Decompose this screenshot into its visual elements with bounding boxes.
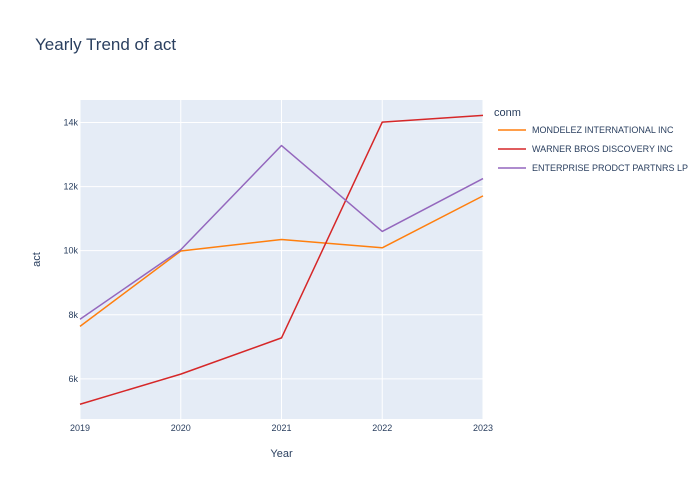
y-tick-label: 6k [68, 374, 78, 384]
y-tick-label: 14k [63, 117, 78, 127]
legend-item[interactable]: ENTERPRISE PRODCT PARTNRS LP [498, 163, 688, 173]
series-line-enterprise-prodct-partnrs-lp[interactable] [79, 144, 484, 320]
data-point-warner-bros-discovery-inc[interactable] [77, 401, 83, 407]
y-axis-ticks: 6k 8k 10k 12k 14k [63, 117, 78, 383]
y-tick-label: 12k [63, 182, 78, 192]
chart-title: Yearly Trend of act [35, 35, 176, 54]
legend-label: MONDELEZ INTERNATIONAL INC [532, 125, 674, 135]
series-line-warner-bros-discovery-inc[interactable] [79, 114, 484, 405]
legend-item[interactable]: MONDELEZ INTERNATIONAL INC [498, 125, 674, 135]
legend-label: WARNER BROS DISCOVERY INC [532, 144, 673, 154]
data-point-warner-bros-discovery-inc[interactable] [480, 112, 486, 118]
data-point-mondelez-international-inc[interactable] [77, 323, 83, 329]
data-point-enterprise-prodct-partnrs-lp[interactable] [480, 176, 486, 182]
data-point-mondelez-international-inc[interactable] [279, 236, 285, 242]
x-tick-label: 2021 [271, 423, 291, 433]
x-axis-ticks: 2019 2020 2021 2022 2023 [70, 423, 493, 433]
series-line-mondelez-international-inc[interactable] [79, 195, 484, 327]
data-point-mondelez-international-inc[interactable] [379, 245, 385, 251]
data-point-enterprise-prodct-partnrs-lp[interactable] [178, 247, 184, 253]
x-tick-label: 2023 [473, 423, 493, 433]
data-point-warner-bros-discovery-inc[interactable] [379, 119, 385, 125]
y-tick-label: 10k [63, 246, 78, 256]
x-tick-label: 2019 [70, 423, 90, 433]
x-tick-label: 2020 [171, 423, 191, 433]
y-tick-label: 8k [68, 310, 78, 320]
x-tick-label: 2022 [372, 423, 392, 433]
data-point-enterprise-prodct-partnrs-lp[interactable] [279, 143, 285, 149]
series-layer [77, 112, 486, 407]
legend[interactable]: conm MONDELEZ INTERNATIONAL INC WARNER BR… [494, 107, 688, 173]
grid-lines [79, 100, 484, 419]
data-point-mondelez-international-inc[interactable] [480, 193, 486, 199]
data-point-enterprise-prodct-partnrs-lp[interactable] [379, 228, 385, 234]
data-point-warner-bros-discovery-inc[interactable] [279, 335, 285, 341]
x-axis-title: Year [270, 448, 293, 460]
y-axis-title: act [31, 252, 43, 267]
legend-title: conm [494, 107, 521, 119]
data-point-warner-bros-discovery-inc[interactable] [178, 371, 184, 377]
legend-label: ENTERPRISE PRODCT PARTNRS LP [532, 163, 688, 173]
legend-item[interactable]: WARNER BROS DISCOVERY INC [498, 144, 673, 154]
